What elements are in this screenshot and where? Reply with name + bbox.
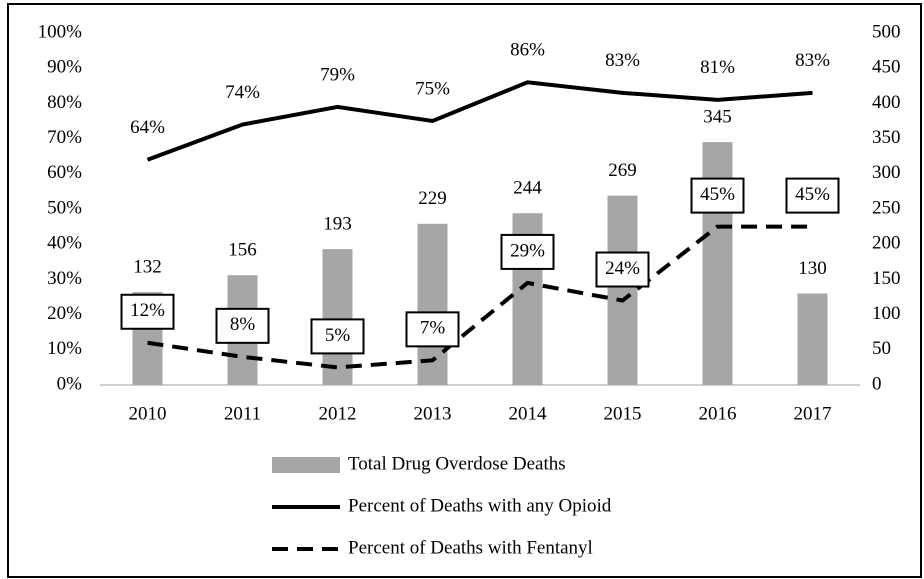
legend-label: Percent of Deaths with any Opioid <box>348 495 612 516</box>
y-tick-label: 0% <box>57 373 83 394</box>
line <box>146 80 813 162</box>
y2-tick-label: 350 <box>872 127 901 148</box>
line-value-label: 24% <box>605 258 640 279</box>
x-tick-label: 2010 <box>129 403 167 424</box>
x-tick-label: 2017 <box>794 403 832 424</box>
y-tick-label: 60% <box>47 162 82 183</box>
bar-value-label: 193 <box>323 213 352 234</box>
line-value-label: 83% <box>795 50 830 71</box>
bar <box>607 195 638 385</box>
line-value-label: 75% <box>415 78 450 99</box>
line-value-label: 83% <box>605 50 640 71</box>
x-tick-label: 2015 <box>604 403 642 424</box>
bar-value-label: 269 <box>608 160 637 181</box>
legend-label: Percent of Deaths with Fentanyl <box>348 537 593 558</box>
y-tick-label: 80% <box>47 92 82 113</box>
legend-label: Total Drug Overdose Deaths <box>348 453 566 474</box>
label-box <box>595 251 650 288</box>
y2-tick-label: 250 <box>872 197 901 218</box>
line-value-label: 81% <box>700 57 735 78</box>
x-tick-label: 2014 <box>509 403 548 424</box>
y2-tick-label: 100 <box>872 303 901 324</box>
bar-value-label: 229 <box>418 188 447 209</box>
y2-tick-label: 300 <box>872 162 901 183</box>
y2-tick-label: 50 <box>872 338 891 359</box>
line-value-label: 79% <box>320 64 355 85</box>
label-box <box>690 177 745 214</box>
label-box <box>215 307 270 344</box>
bar <box>322 249 353 385</box>
y2-tick-label: 400 <box>872 92 901 113</box>
bar-value-label: 132 <box>133 256 162 277</box>
x-tick-label: 2013 <box>414 403 452 424</box>
y2-tick-label: 150 <box>872 268 901 289</box>
y-tick-label: 100% <box>38 21 83 42</box>
x-tick-label: 2011 <box>224 403 261 424</box>
line-value-label: 12% <box>130 300 165 321</box>
label-box <box>500 233 555 270</box>
y-tick-label: 50% <box>47 197 82 218</box>
line <box>147 224 813 370</box>
bar <box>797 293 828 385</box>
y-tick-label: 20% <box>47 303 82 324</box>
y2-tick-label: 500 <box>872 21 901 42</box>
line-value-label: 74% <box>225 82 260 103</box>
line-value-label: 45% <box>795 184 830 205</box>
legend-swatch <box>272 457 340 473</box>
line-value-label: 86% <box>510 40 545 61</box>
y2-tick-label: 450 <box>872 57 901 78</box>
chart-border <box>7 3 922 578</box>
label-box <box>120 293 175 330</box>
y2-tick-label: 0 <box>872 373 882 394</box>
x-tick-label: 2012 <box>319 403 357 424</box>
y-tick-label: 10% <box>47 338 82 359</box>
x-tick-label: 2016 <box>699 403 737 424</box>
bar-value-label: 345 <box>703 106 732 127</box>
bar-value-label: 156 <box>228 240 257 261</box>
line-value-label: 45% <box>700 184 735 205</box>
y2-tick-label: 200 <box>872 233 901 254</box>
bar-value-label: 244 <box>513 178 542 199</box>
y-tick-label: 30% <box>47 268 82 289</box>
line-value-label: 29% <box>510 240 545 261</box>
y-tick-label: 90% <box>47 57 82 78</box>
line-value-label: 64% <box>130 117 165 138</box>
label-box <box>405 311 460 348</box>
line-value-label: 8% <box>230 314 256 335</box>
label-box <box>785 177 840 214</box>
line-value-label: 5% <box>325 325 351 346</box>
line-value-label: 7% <box>420 318 446 339</box>
y-tick-label: 70% <box>47 127 82 148</box>
y-tick-label: 40% <box>47 233 82 254</box>
label-box <box>310 318 365 355</box>
bar-value-label: 130 <box>798 258 827 279</box>
